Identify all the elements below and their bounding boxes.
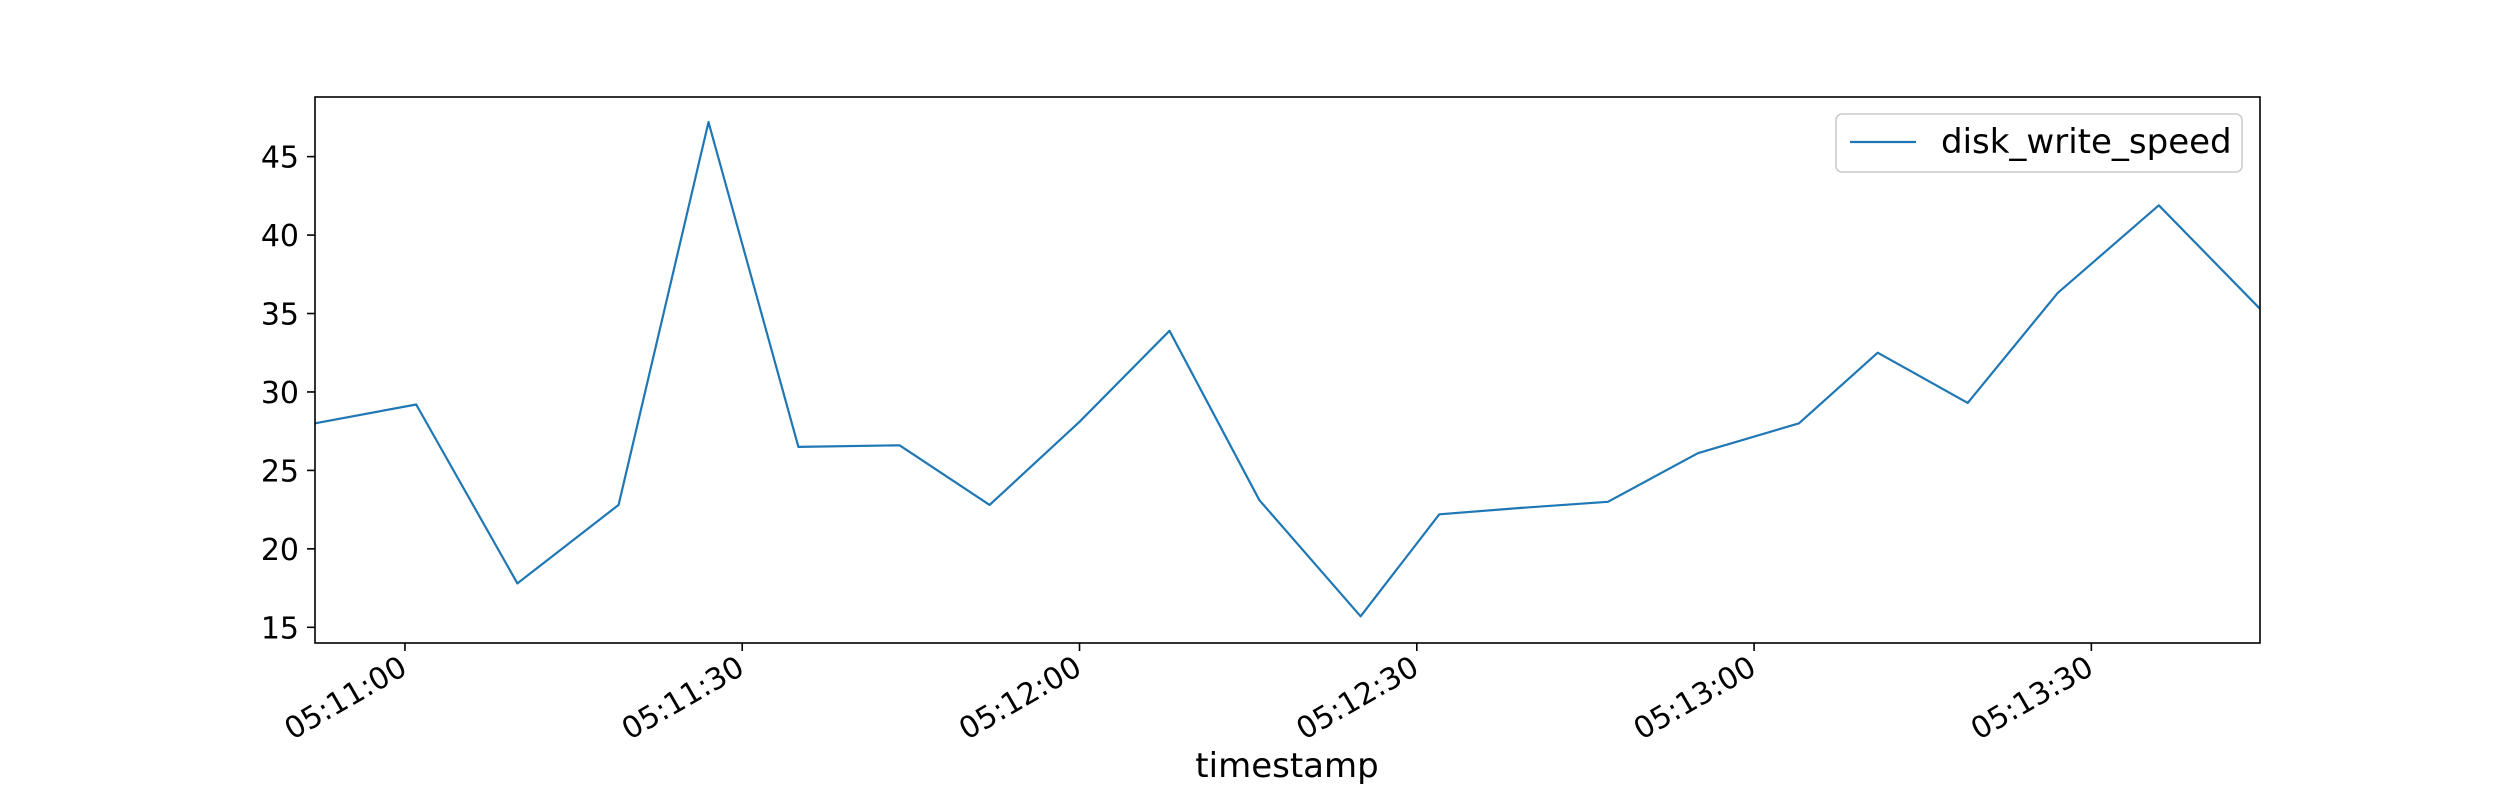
x-tick-label: 05:13:30 (1965, 650, 2099, 748)
y-tick-label: 20 (261, 533, 299, 568)
plot-frame (314, 96, 2261, 644)
y-tick-label: 35 (261, 298, 299, 333)
x-axis-label: timestamp (1195, 746, 1378, 786)
legend-box (1835, 113, 2243, 173)
x-tick-label: 05:12:30 (1291, 650, 1425, 748)
y-tick-label: 25 (261, 454, 299, 489)
legend-label: disk_write_speed (1941, 122, 2232, 162)
series-line-disk-write-speed (314, 120, 2261, 618)
x-tick-label: 05:12:00 (953, 650, 1087, 748)
x-tick-label: 05:13:00 (1628, 650, 1762, 748)
x-tick-label: 05:11:00 (279, 650, 413, 748)
y-tick-label: 15 (261, 611, 299, 646)
y-tick-label: 40 (261, 219, 299, 254)
y-axis: 15 20 25 30 35 40 45 (261, 141, 315, 646)
x-axis: 05:11:00 05:11:30 05:12:00 05:12:30 05:13:00… (279, 643, 2099, 748)
x-tick-label: 05:11:30 (616, 650, 750, 748)
plot-area (315, 97, 2260, 643)
legend: disk_write_speed (1835, 113, 2243, 173)
y-tick-label: 30 (261, 376, 299, 411)
y-tick-label: 45 (261, 141, 299, 176)
